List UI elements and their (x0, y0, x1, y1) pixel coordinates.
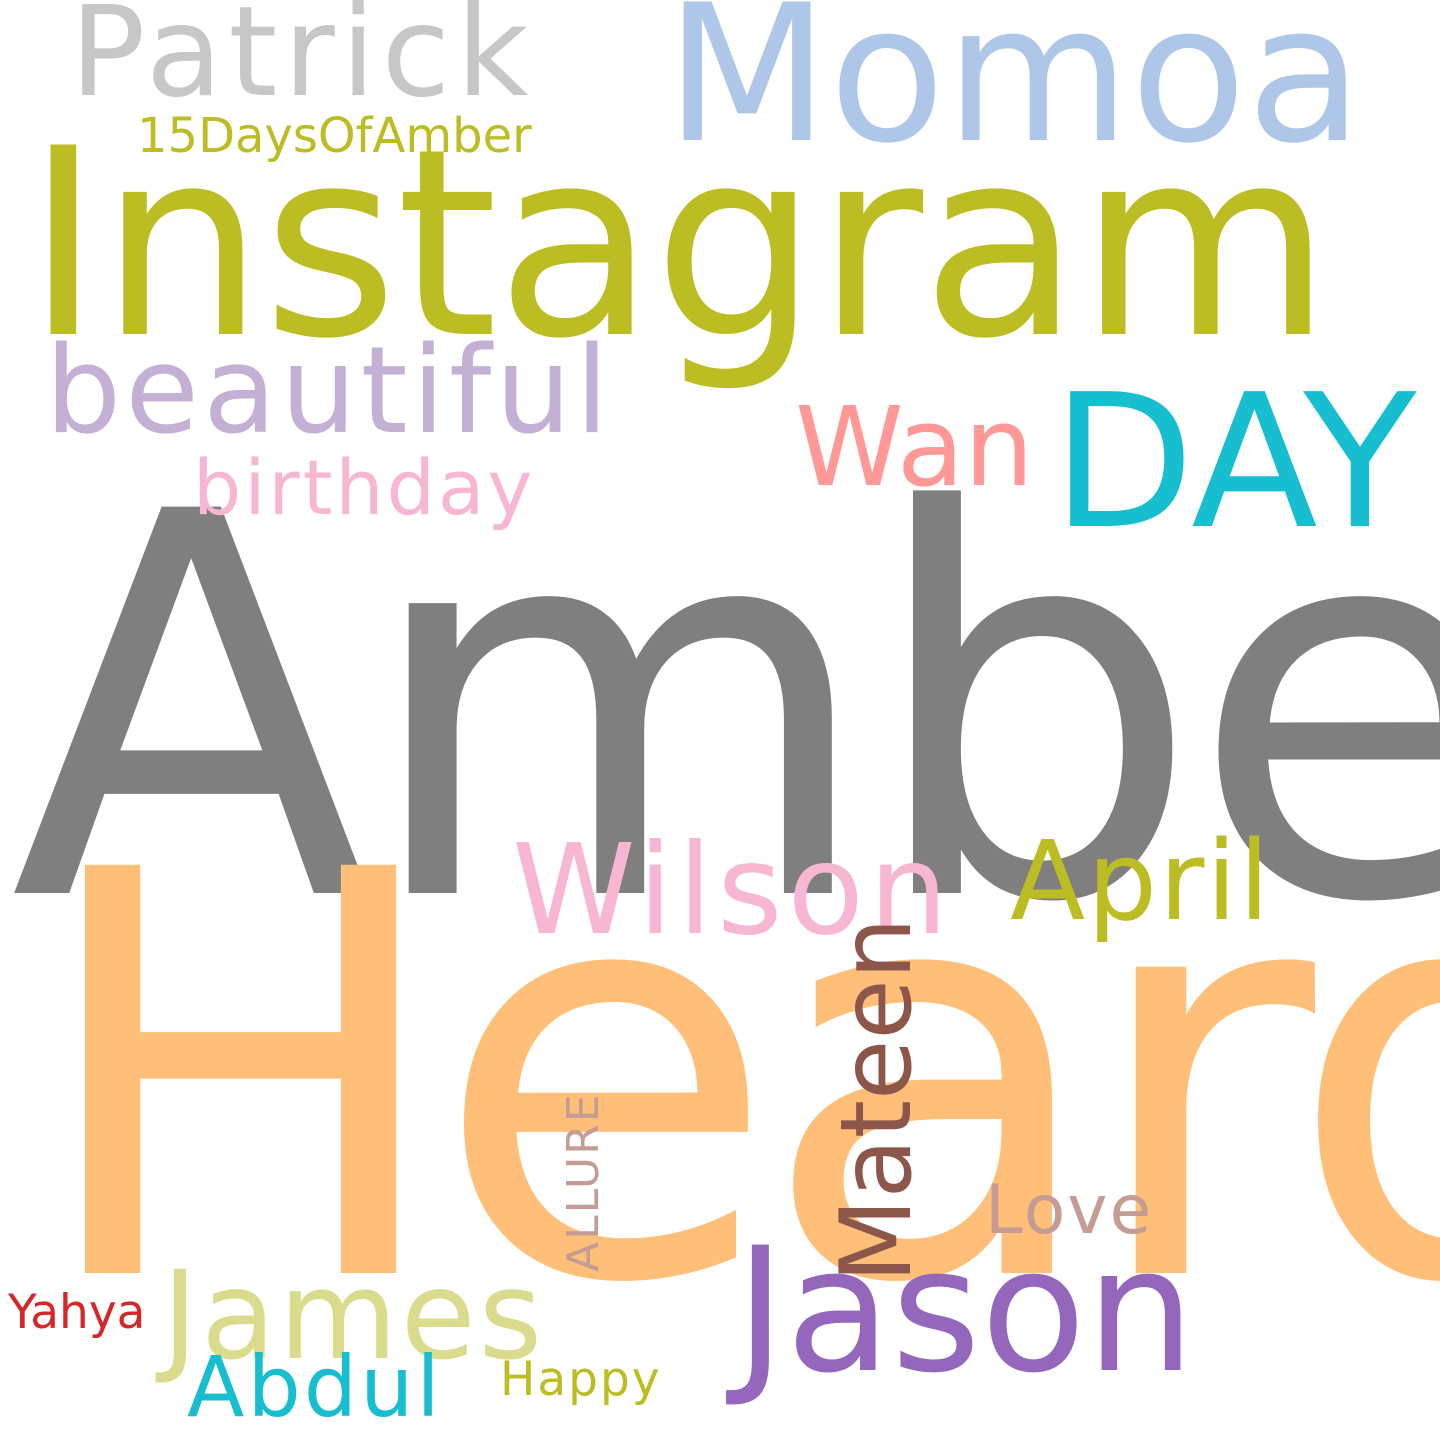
word-heard: Heard (30, 754, 1440, 1406)
word-wilson: Wilson (512, 818, 954, 963)
word-james: James (162, 1245, 546, 1387)
word-patrick: Patrick (70, 0, 535, 125)
word-amber: Amber (10, 401, 1440, 1018)
word-allure: ALLURE (558, 1092, 609, 1272)
word-15daysofamber: 15DaysOfAmber (137, 108, 532, 164)
word-jason: Jason (735, 1210, 1195, 1411)
word-beautiful: beautiful (45, 322, 613, 461)
word-april: April (1010, 817, 1272, 945)
word-abdul: Abdul (187, 1338, 443, 1436)
word-yahya: Yahya (8, 1285, 146, 1340)
word-birthday: birthday (193, 443, 536, 532)
word-day: DAY (1052, 354, 1417, 570)
word-love: Love (985, 1171, 1154, 1250)
word-instagram: Instagram (25, 94, 1332, 396)
word-momoa: Momoa (665, 0, 1363, 185)
word-mateen: Mateen (820, 917, 934, 1283)
word-happy: Happy (500, 1352, 662, 1407)
word-wan: Wan (795, 383, 1034, 511)
